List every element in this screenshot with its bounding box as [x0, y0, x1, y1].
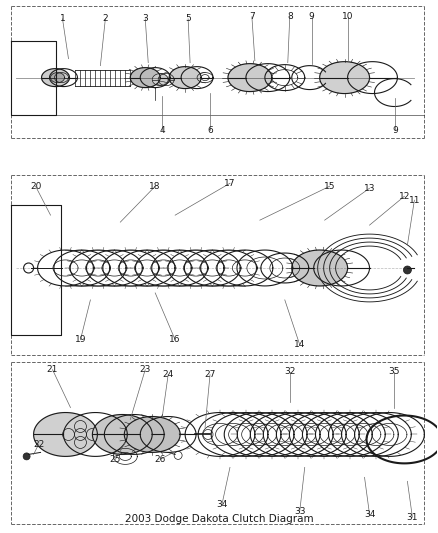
Text: 32: 32	[284, 367, 296, 376]
Text: 25: 25	[110, 455, 121, 464]
Polygon shape	[42, 69, 70, 86]
Polygon shape	[50, 72, 64, 83]
Polygon shape	[34, 413, 97, 456]
Text: 27: 27	[205, 370, 216, 379]
Text: 12: 12	[399, 192, 410, 201]
Text: 9: 9	[392, 126, 398, 135]
Text: 17: 17	[224, 179, 236, 188]
Text: 26: 26	[155, 455, 166, 464]
Text: 23: 23	[140, 365, 151, 374]
Text: 21: 21	[47, 365, 58, 374]
Polygon shape	[320, 62, 370, 94]
Polygon shape	[92, 415, 152, 455]
Text: 22: 22	[33, 440, 44, 449]
Text: 4: 4	[159, 126, 165, 135]
Text: 2003 Dodge Dakota Clutch Diagram: 2003 Dodge Dakota Clutch Diagram	[125, 514, 313, 524]
Text: 35: 35	[389, 367, 400, 376]
Text: 9: 9	[309, 12, 314, 21]
Text: 1: 1	[60, 14, 65, 23]
Text: 34: 34	[216, 500, 228, 508]
Polygon shape	[292, 250, 348, 286]
Text: 18: 18	[149, 182, 161, 191]
Circle shape	[23, 453, 30, 460]
Text: 34: 34	[364, 510, 375, 519]
Text: 7: 7	[249, 12, 255, 21]
Text: 13: 13	[364, 184, 375, 193]
Text: 19: 19	[75, 335, 86, 344]
Polygon shape	[152, 74, 168, 86]
Text: 11: 11	[409, 196, 420, 205]
Text: 15: 15	[324, 182, 336, 191]
Polygon shape	[228, 63, 272, 92]
Polygon shape	[130, 68, 160, 87]
Text: 20: 20	[30, 182, 41, 191]
Text: 8: 8	[287, 12, 293, 21]
Circle shape	[403, 266, 411, 274]
Text: 5: 5	[185, 14, 191, 23]
Text: 24: 24	[162, 370, 174, 379]
Text: 3: 3	[142, 14, 148, 23]
Polygon shape	[169, 67, 201, 88]
Polygon shape	[124, 416, 180, 453]
Text: 33: 33	[294, 507, 305, 516]
Text: 2: 2	[102, 14, 108, 23]
Text: 10: 10	[342, 12, 353, 21]
Text: 6: 6	[207, 126, 213, 135]
Text: 31: 31	[406, 513, 418, 522]
Text: 16: 16	[170, 335, 181, 344]
Text: 14: 14	[294, 340, 305, 349]
